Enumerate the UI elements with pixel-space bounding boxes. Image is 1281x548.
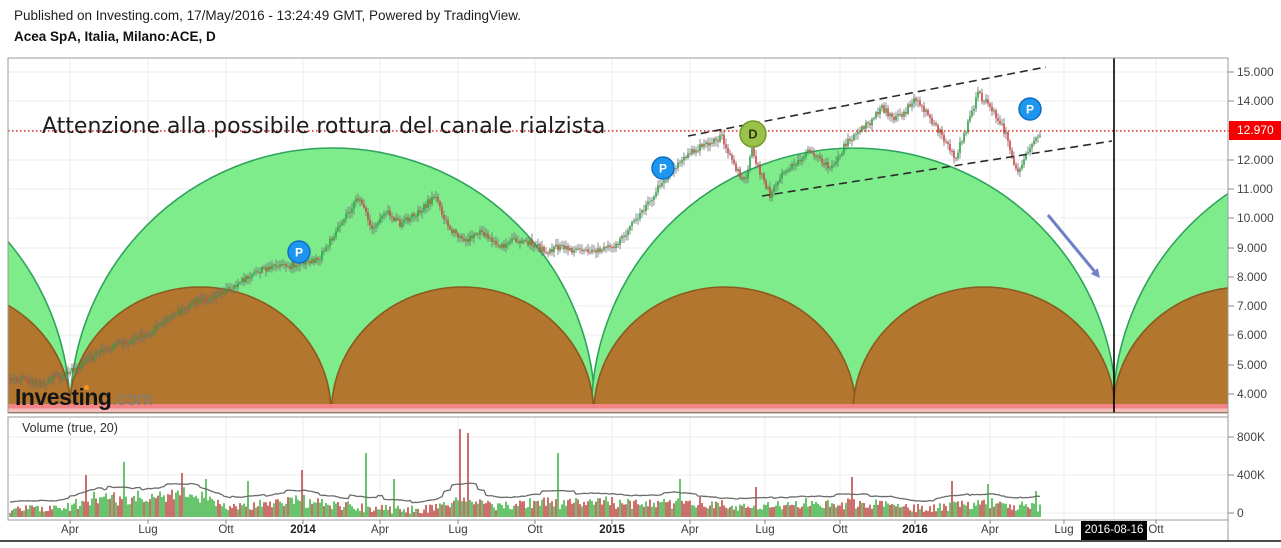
svg-text:P: P (659, 162, 667, 176)
price-tick-label: 12.000 (1237, 153, 1274, 167)
cycle-arcs (8, 147, 1228, 413)
logo-orange-dot (84, 385, 89, 390)
crosshair-date-label: 2016-08-16 (1081, 521, 1147, 540)
annotation-text[interactable]: Attenzione alla possibile rottura del ca… (42, 114, 606, 139)
price-tick-label: 7.000 (1237, 299, 1268, 313)
time-tick-label: Lug (1054, 524, 1074, 536)
time-tick-label: 2016 (902, 524, 928, 536)
price-tick-label: 6.000 (1237, 328, 1268, 342)
time-tick-label: Apr (371, 524, 389, 536)
price-tick-label: 4.000 (1237, 387, 1268, 401)
time-tick-label: Ott (1148, 524, 1164, 536)
cycle-marker-p[interactable]: P (1018, 97, 1042, 121)
last-price-label: 12.970 (1229, 121, 1281, 140)
time-tick-label: Apr (681, 524, 699, 536)
volume-indicator-label[interactable]: Volume (true, 20) (22, 421, 118, 435)
price-tick-label: 5.000 (1237, 358, 1268, 372)
cycle-marker-p[interactable]: P (287, 240, 311, 264)
time-tick-label: Ott (527, 524, 543, 536)
price-tick-label: 10.000 (1237, 211, 1274, 225)
time-tick-label: Ott (218, 524, 234, 536)
svg-text:P: P (1026, 103, 1034, 117)
time-tick-label: Apr (61, 524, 79, 536)
logo-tld: .com (111, 389, 153, 410)
volume-tick-label: 400K (1237, 468, 1266, 482)
time-tick-label: Lug (448, 524, 468, 536)
price-tick-label: 8.000 (1237, 270, 1268, 284)
price-tick-label: 9.000 (1237, 241, 1268, 255)
volume-tick-label: 800K (1237, 430, 1266, 444)
time-tick-label: 2015 (599, 524, 625, 536)
svg-text:D: D (748, 127, 757, 142)
price-tick-label: 14.000 (1237, 94, 1274, 108)
volume-tick-label: 0 (1237, 506, 1244, 520)
candlestick-series (9, 86, 1041, 391)
time-tick-label: Apr (981, 524, 999, 536)
time-tick-label: Lug (138, 524, 158, 536)
price-tick-label: 11.000 (1237, 182, 1273, 196)
time-tick-label: Lug (755, 524, 775, 536)
svg-text:P: P (295, 246, 303, 260)
cycle-marker-d[interactable]: D (739, 120, 767, 148)
investing-logo: Investing.com (15, 384, 153, 411)
price-tick-label: 15.000 (1237, 65, 1274, 79)
published-caption: Published on Investing.com, 17/May/2016 … (14, 8, 522, 23)
logo-main: Investing (15, 384, 112, 410)
cycle-marker-p[interactable]: P (651, 156, 675, 180)
instrument-title: Acea SpA, Italia, Milano:ACE, D (14, 29, 216, 44)
time-tick-label: Ott (832, 524, 848, 536)
volume-series (9, 429, 1041, 517)
time-tick-label: 2014 (290, 524, 316, 536)
